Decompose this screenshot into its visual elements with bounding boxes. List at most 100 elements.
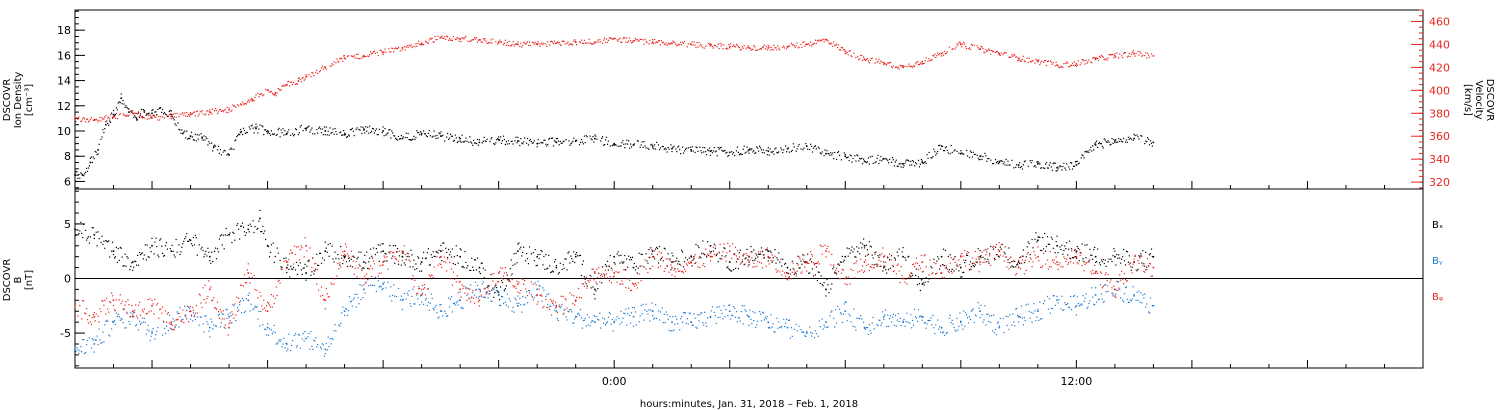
velocity-series-dot — [1036, 60, 1038, 62]
b-series-0-dot — [525, 260, 527, 262]
density-series-dot — [818, 147, 820, 149]
velocity-series-dot — [1045, 60, 1047, 62]
b-series-1-dot — [1080, 304, 1082, 307]
b-series-0-dot — [148, 256, 150, 258]
b-series-0-dot — [630, 259, 633, 261]
b-series-0-dot — [627, 266, 629, 268]
b-series-0-dot — [341, 257, 343, 259]
velocity-series-dot — [809, 44, 811, 47]
velocity-series-dot — [371, 52, 374, 54]
b-series-0-dot — [834, 271, 836, 273]
b-series-0-dot — [1122, 256, 1124, 258]
b-series-1-dot — [128, 320, 130, 323]
density-series-dot — [359, 129, 361, 131]
b-series-1-dot — [689, 312, 691, 315]
density-series-dot — [930, 157, 932, 159]
b-series-0-dot — [163, 254, 166, 257]
b-series-0-dot — [392, 255, 394, 257]
velocity-series-dot — [550, 40, 552, 43]
b-series-0-dot — [396, 251, 398, 253]
velocity-series-dot — [224, 108, 226, 110]
b-series-0-dot — [528, 246, 531, 248]
velocity-series-dot — [860, 54, 862, 56]
b-series-2-dot — [584, 281, 586, 283]
b-series-1-dot — [148, 330, 150, 332]
b-series-0-dot — [778, 252, 780, 254]
b-series-1-dot — [801, 331, 803, 333]
b-series-0-dot — [113, 257, 116, 259]
b-series-0-point — [767, 250, 770, 252]
velocity-series-dot — [521, 46, 523, 48]
b-series-0-dot — [328, 255, 330, 257]
b-series-0-dot — [893, 257, 895, 259]
density-series-dot — [1037, 161, 1039, 163]
b-series-1-dot — [574, 318, 576, 320]
density-series-point — [671, 147, 673, 150]
b-series-0-dot — [614, 263, 616, 265]
b-series-1-dot — [497, 290, 499, 292]
b-series-0-dot — [741, 261, 743, 263]
b-series-1-dot — [215, 325, 217, 327]
density-series-point — [1075, 164, 1078, 166]
density-series-dot — [105, 121, 107, 123]
b-series-0-dot — [340, 246, 342, 248]
b-series-0-dot — [105, 240, 107, 242]
b-series-2-point — [247, 272, 250, 274]
b-series-0-dot — [116, 261, 118, 264]
b-series-1-dot — [1149, 297, 1152, 299]
b-series-1-dot — [314, 340, 316, 342]
density-series-dot — [717, 146, 719, 149]
b-series-0-dot — [1090, 254, 1092, 256]
b-series-0-dot — [456, 255, 458, 257]
b-series-2-dot — [641, 265, 643, 267]
velocity-series-dot — [207, 110, 209, 112]
density-series-dot — [1050, 166, 1052, 168]
velocity-series-dot — [701, 45, 703, 47]
b-series-0-dot — [160, 238, 162, 240]
b-series-1-dot — [309, 348, 311, 350]
density-series-point — [979, 155, 981, 157]
b-series-1-dot — [700, 312, 702, 314]
density-series-dot — [1011, 159, 1013, 161]
b-series-1-dot — [328, 345, 330, 348]
velocity-series-dot — [351, 55, 353, 57]
b-tick-label: -5 — [60, 327, 71, 340]
density-series-point — [825, 152, 827, 155]
b-series-0-dot — [725, 255, 727, 257]
b-series-0-dot — [316, 253, 318, 255]
b-series-0-dot — [145, 259, 147, 261]
b-series-1-dot — [504, 301, 506, 303]
b-series-0-point — [363, 261, 365, 263]
b-series-0-dot — [1026, 246, 1028, 248]
b-series-0-dot — [306, 265, 308, 267]
b-series-2-dot — [123, 308, 125, 310]
b-series-2-dot — [581, 283, 583, 285]
b-series-1-dot — [703, 324, 705, 326]
b-series-1-dot — [747, 315, 749, 317]
b-series-1-dot — [432, 308, 434, 310]
density-series-dot — [1147, 137, 1149, 139]
b-series-1-dot — [813, 337, 816, 339]
b-series-1-dot — [125, 327, 127, 329]
density-series-dot — [252, 127, 254, 129]
b-series-0-dot — [481, 262, 483, 264]
b-series-0-dot — [356, 258, 358, 260]
density-series-dot — [981, 158, 983, 161]
b-series-1-dot — [489, 293, 491, 295]
b-series-1-dot — [1086, 307, 1088, 309]
density-series-dot — [131, 111, 133, 113]
b-series-0-dot — [149, 247, 151, 249]
density-series-dot — [925, 162, 927, 164]
b-series-0-dot — [786, 272, 788, 274]
density-series-dot — [691, 146, 693, 148]
b-series-0-dot — [887, 256, 889, 258]
velocity-series-dot — [558, 42, 560, 44]
y2-tick-label: 400 — [1429, 84, 1450, 97]
b-series-0-dot — [681, 249, 683, 252]
b-series-0-dot — [112, 241, 114, 243]
b-series-0-dot — [1123, 248, 1125, 251]
velocity-series-dot — [1138, 54, 1140, 56]
density-series-dot — [648, 148, 650, 150]
b-series-1-dot — [1046, 295, 1049, 297]
b-series-1-dot — [1012, 313, 1014, 315]
